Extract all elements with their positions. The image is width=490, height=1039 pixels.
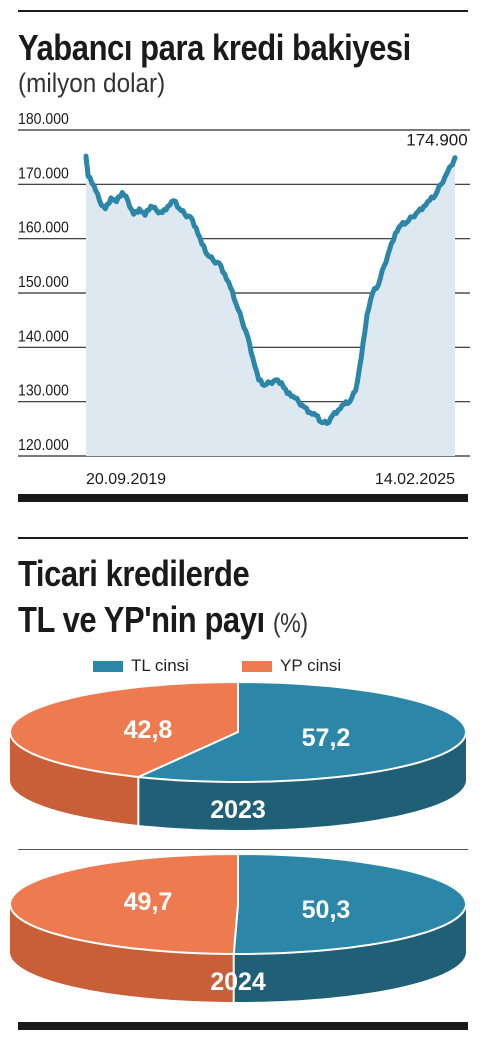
x-tick-label: 20.09.2019	[86, 471, 166, 488]
x-tick-label: 14.02.2025	[375, 471, 455, 488]
pie-side-yp	[10, 732, 139, 825]
y-tick-label: 120.000	[18, 436, 69, 454]
pie-slice-yp	[9, 681, 239, 778]
pie-value-label-tl: 57,2	[302, 724, 351, 752]
legend-label-yp: YP cinsi	[280, 656, 342, 675]
y-tick-label: 180.000	[18, 110, 69, 128]
pie-section-title-line2: TL ve YP'nin payı (%)	[18, 602, 308, 638]
legend-swatch-tl	[93, 660, 123, 672]
pie-side-tl	[138, 732, 467, 830]
pie-year-label: 2024	[210, 968, 266, 996]
y-tick-label: 130.000	[18, 382, 69, 400]
y-tick-label: 150.000	[18, 273, 69, 291]
pie-side-tl	[233, 904, 466, 1002]
pie-value-label-yp: 42,8	[124, 716, 173, 744]
pie-section-title-line1: Ticari kredilerde	[18, 553, 250, 594]
y-tick-label: 140.000	[18, 328, 69, 346]
y-axis-ticks: 120.000 130.000 140.000 150.000 160.000 170.0…	[18, 110, 69, 454]
pie-slice-tl	[137, 681, 467, 783]
pie-side-yp	[10, 904, 234, 1002]
line-chart: 120.000 130.000 140.000 150.000 160.000 170.0…	[18, 110, 470, 488]
pie-value-label-tl: 50,3	[302, 896, 351, 924]
pie-section-unit: (%)	[272, 608, 308, 638]
x-axis-ticks: 20.09.2019 14.02.2025	[86, 471, 455, 488]
line-chart-unit: (milyon dolar)	[18, 68, 166, 98]
section2-top-rule	[18, 537, 468, 539]
legend-item-yp: YP cinsi	[242, 656, 341, 676]
line-series	[83, 153, 458, 426]
pie-section-title-text: TL ve YP'nin payı	[18, 599, 265, 640]
line-chart-title: Yabancı para kredi bakiyesi	[18, 27, 411, 68]
pie-year-label: 2023	[210, 796, 266, 824]
pie-slice-yp	[9, 853, 239, 955]
legend-item-tl: TL cinsi	[93, 656, 189, 676]
pie-chart-2023: 57,2 42,8 2023	[9, 681, 467, 830]
line-area-fill	[86, 156, 455, 456]
section-divider	[18, 494, 468, 502]
pie-legend: TL cinsi YP cinsi	[0, 656, 490, 680]
y-tick-label: 170.000	[18, 165, 69, 183]
end-value-label: 174.900	[406, 131, 467, 150]
pie-divider	[18, 849, 468, 850]
top-rule	[18, 10, 468, 12]
legend-label-tl: TL cinsi	[131, 656, 189, 675]
legend-swatch-yp	[242, 660, 272, 672]
y-tick-label: 160.000	[18, 219, 69, 237]
pie-slice-tl	[232, 853, 467, 955]
pie-value-label-yp: 49,7	[124, 888, 173, 916]
bottom-rule	[18, 1022, 468, 1030]
pie-chart-2024: 50,3 49,7 2024	[9, 853, 467, 1002]
